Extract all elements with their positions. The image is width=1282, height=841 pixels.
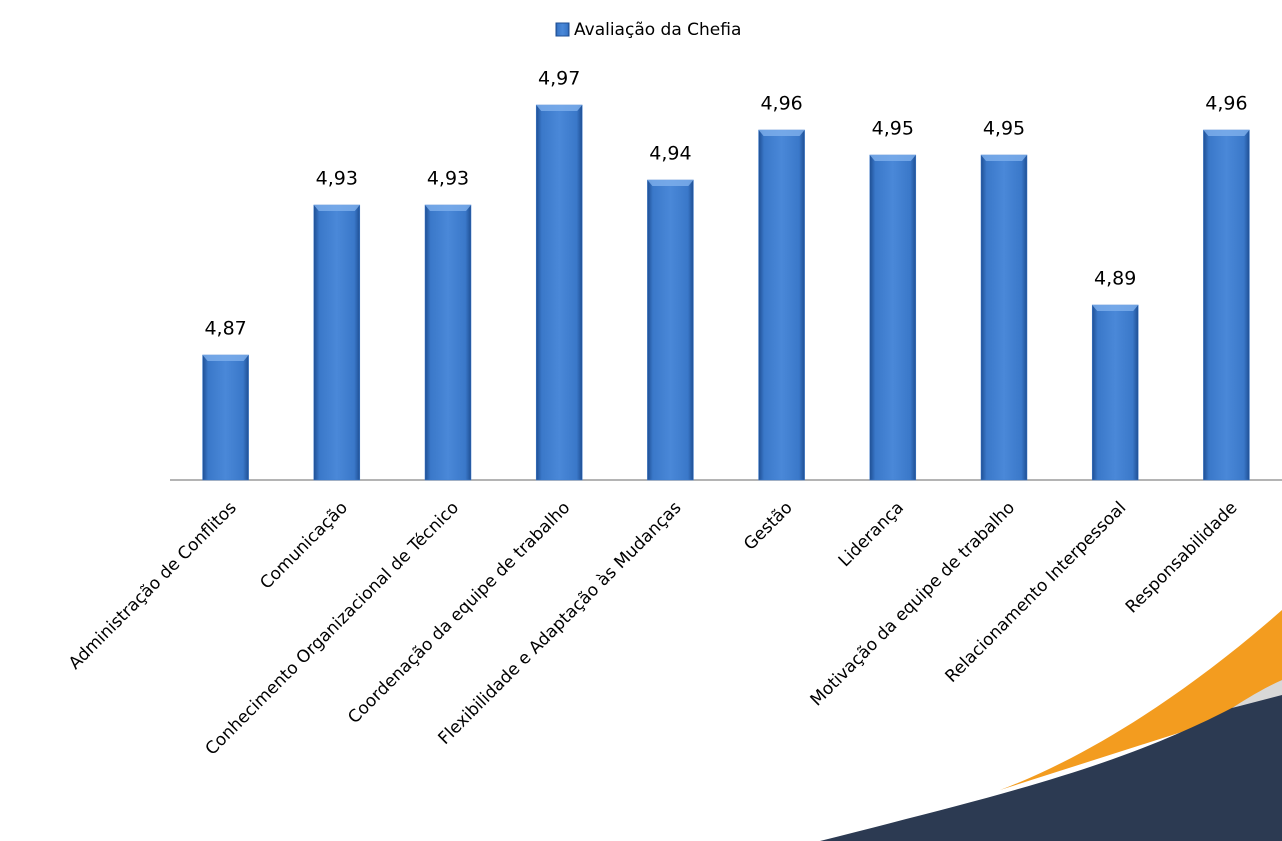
bar <box>202 354 249 481</box>
bar-bevel <box>647 180 694 186</box>
bar <box>980 154 1028 481</box>
bar <box>424 204 472 481</box>
bar-bevel <box>869 155 916 161</box>
data-label: 4,89 <box>1094 268 1136 290</box>
x-tick-label: Liderança <box>835 498 908 571</box>
bar-bevel <box>758 130 805 136</box>
x-tick-label: Conhecimento Organizacional de Técnico <box>202 498 463 759</box>
bar-bevel <box>202 355 249 361</box>
bar <box>313 204 361 481</box>
legend: Avaliação da Chefia <box>555 20 741 40</box>
data-label: 4,95 <box>983 118 1025 140</box>
decor-orange <box>1000 610 1282 790</box>
data-label: 4,96 <box>1205 93 1247 115</box>
x-tick-label: Gestão <box>740 498 797 555</box>
x-tick-label: Motivação da equipe de trabalho <box>807 498 1019 710</box>
x-tick-label: Coordenação da equipe de trabalho <box>344 498 574 728</box>
decor-dark <box>820 680 1282 841</box>
bar-bevel <box>1092 305 1139 311</box>
data-label: 4,93 <box>427 168 469 190</box>
x-tick-label: Comunicação <box>256 498 351 593</box>
x-tick-label: Flexibilidade e Adaptação às Mudanças <box>435 498 686 749</box>
bar <box>869 154 917 481</box>
data-label: 4,95 <box>872 118 914 140</box>
decor-grey <box>1232 680 1282 708</box>
x-tick-label: Relacionamento Interpessoal <box>941 498 1130 687</box>
x-tick-label: Administração de Conflitos <box>65 498 241 674</box>
bar-bevel <box>536 105 583 111</box>
data-label: 4,96 <box>760 93 802 115</box>
x-tick-label: Responsabilidade <box>1122 498 1242 618</box>
bar <box>758 129 805 481</box>
bar-bevel <box>981 155 1027 161</box>
bar-bevel <box>313 205 360 211</box>
bar <box>647 179 694 481</box>
data-label: 4,97 <box>538 68 580 90</box>
legend-label: Avaliação da Chefia <box>574 20 741 40</box>
bar <box>1203 129 1250 481</box>
data-label: 4,94 <box>649 143 691 165</box>
data-label: 4,93 <box>316 168 358 190</box>
data-label: 4,87 <box>204 318 246 340</box>
bar <box>1091 304 1139 481</box>
legend-swatch <box>555 22 570 37</box>
bar <box>535 104 583 481</box>
bar-bevel <box>1203 130 1250 136</box>
bar-bevel <box>425 205 471 211</box>
